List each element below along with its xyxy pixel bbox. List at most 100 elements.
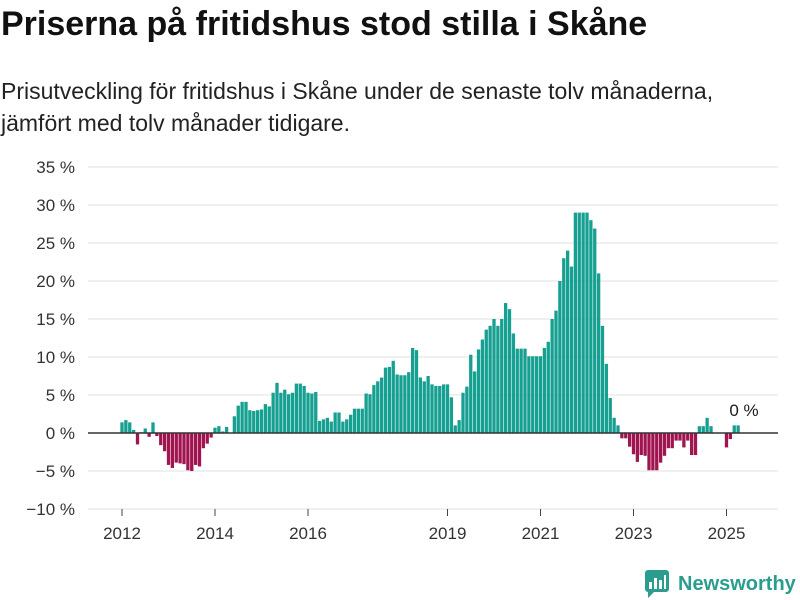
axes bbox=[88, 432, 778, 516]
bar-2013-01 bbox=[166, 433, 171, 465]
bar-2016-03 bbox=[314, 391, 318, 433]
bar-2013-02 bbox=[170, 433, 175, 468]
bar-2013-06 bbox=[186, 433, 190, 471]
bar-2023-02 bbox=[635, 433, 640, 462]
y-tick-label: 35 % bbox=[36, 158, 75, 177]
bar-2024-01 bbox=[678, 433, 682, 441]
bar-2017-11 bbox=[391, 360, 395, 433]
bar-2020-09 bbox=[523, 348, 527, 433]
bar-2014-04 bbox=[224, 426, 229, 433]
bar-2013-09 bbox=[197, 433, 202, 467]
bar-2015-01 bbox=[259, 409, 264, 433]
bar-2014-12 bbox=[255, 410, 260, 433]
bar-2018-02 bbox=[403, 375, 407, 433]
bar-2025-03 bbox=[732, 425, 736, 433]
bar-2022-12 bbox=[627, 433, 632, 447]
bar-2016-04 bbox=[317, 420, 322, 433]
bar-2022-01 bbox=[585, 212, 589, 433]
bar-2019-01 bbox=[445, 384, 450, 433]
bar-2013-08 bbox=[193, 433, 198, 465]
bar-2021-02 bbox=[542, 347, 547, 433]
bar-2012-01 bbox=[120, 422, 124, 433]
bar-2012-05 bbox=[135, 433, 140, 445]
bar-2017-10 bbox=[387, 366, 392, 433]
bar-2017-02 bbox=[356, 408, 361, 433]
bar-2024-06 bbox=[697, 426, 702, 433]
bar-2022-03 bbox=[593, 228, 597, 433]
bar-2020-05 bbox=[507, 309, 512, 433]
bar-2015-12 bbox=[302, 385, 306, 433]
bar-2021-01 bbox=[538, 356, 543, 433]
bar-2018-05 bbox=[414, 350, 419, 433]
bar-2017-03 bbox=[360, 408, 364, 433]
bar-2015-09 bbox=[290, 392, 295, 433]
bar-2017-09 bbox=[383, 367, 388, 433]
bar-2015-08 bbox=[286, 394, 291, 433]
bar-2019-10 bbox=[480, 339, 485, 433]
bar-2019-02 bbox=[449, 397, 454, 433]
chart-subtitle: Prisutveckling för fritidshus i Skåne un… bbox=[1, 78, 714, 136]
chart-title: Priserna på fritidshus stod stilla i Skå… bbox=[1, 5, 648, 43]
bar-2015-02 bbox=[263, 404, 268, 433]
logo-bar bbox=[664, 575, 666, 589]
bar-2024-03 bbox=[686, 433, 690, 441]
bar-2019-09 bbox=[476, 349, 481, 433]
y-tick-label: 20 % bbox=[36, 272, 75, 291]
bar-2021-04 bbox=[550, 319, 554, 433]
bar-2013-04 bbox=[178, 433, 182, 464]
bar-2022-02 bbox=[589, 220, 593, 433]
bar-2013-11 bbox=[205, 433, 209, 444]
bar-2020-01 bbox=[492, 319, 496, 433]
brand-name: Newsworthy bbox=[678, 572, 796, 595]
bar-2023-06 bbox=[651, 433, 655, 471]
x-tick-label: 2012 bbox=[103, 524, 141, 543]
bar-2019-04 bbox=[457, 420, 461, 433]
bar-2023-03 bbox=[639, 433, 643, 456]
bar-2016-02 bbox=[310, 393, 314, 433]
bar-2014-06 bbox=[232, 416, 237, 433]
bar-2019-05 bbox=[461, 392, 465, 433]
x-tick-label: 2019 bbox=[429, 524, 467, 543]
x-tick-label: 2023 bbox=[615, 524, 653, 543]
bar-2016-06 bbox=[325, 417, 330, 433]
axis-labels: −10 % −5 % 0 % 5 % 10 % 15 % 20 % 25 % 30 % 35 % 2… bbox=[26, 158, 758, 543]
y-tick-label: −5 % bbox=[36, 462, 75, 481]
bar-2022-04 bbox=[596, 273, 601, 433]
bar-2014-11 bbox=[252, 410, 256, 433]
bar-2019-07 bbox=[469, 354, 473, 433]
bar-2014-10 bbox=[248, 410, 252, 433]
bar-2020-12 bbox=[534, 356, 539, 433]
bar-2016-09 bbox=[337, 412, 341, 433]
bar-2012-08 bbox=[147, 433, 151, 437]
bar-2018-10 bbox=[434, 385, 438, 433]
bar-2015-05 bbox=[275, 382, 279, 433]
bar-2022-09 bbox=[616, 425, 620, 433]
bar-2020-02 bbox=[496, 325, 500, 433]
bar-2021-06 bbox=[558, 281, 562, 433]
bar-2022-06 bbox=[604, 363, 609, 433]
bar-2023-10 bbox=[666, 433, 671, 449]
bar-2016-12 bbox=[348, 414, 353, 433]
bar-2024-09 bbox=[709, 426, 713, 433]
bar-2025-04 bbox=[736, 425, 740, 433]
bar-2023-09 bbox=[662, 433, 667, 456]
bar-2020-06 bbox=[511, 333, 516, 433]
bar-2021-09 bbox=[569, 266, 574, 433]
bar-2021-08 bbox=[565, 250, 570, 433]
bar-2013-05 bbox=[182, 433, 186, 465]
bar-2020-08 bbox=[519, 348, 523, 433]
bar-2013-07 bbox=[190, 433, 194, 471]
logo-bar bbox=[654, 578, 657, 589]
y-tick-label: 30 % bbox=[36, 196, 75, 215]
bar-2018-01 bbox=[399, 375, 403, 433]
bar-2025-02 bbox=[728, 433, 733, 440]
bar-2019-12 bbox=[488, 325, 492, 433]
bar-2014-02 bbox=[217, 426, 221, 433]
y-tick-label: 25 % bbox=[36, 234, 75, 253]
bar-2016-01 bbox=[306, 392, 310, 433]
bar-2024-04 bbox=[689, 433, 694, 456]
bar-2025-01 bbox=[724, 433, 729, 448]
bar-2012-07 bbox=[143, 428, 147, 433]
bar-2019-03 bbox=[453, 425, 457, 433]
y-tick-label: 15 % bbox=[36, 310, 75, 329]
